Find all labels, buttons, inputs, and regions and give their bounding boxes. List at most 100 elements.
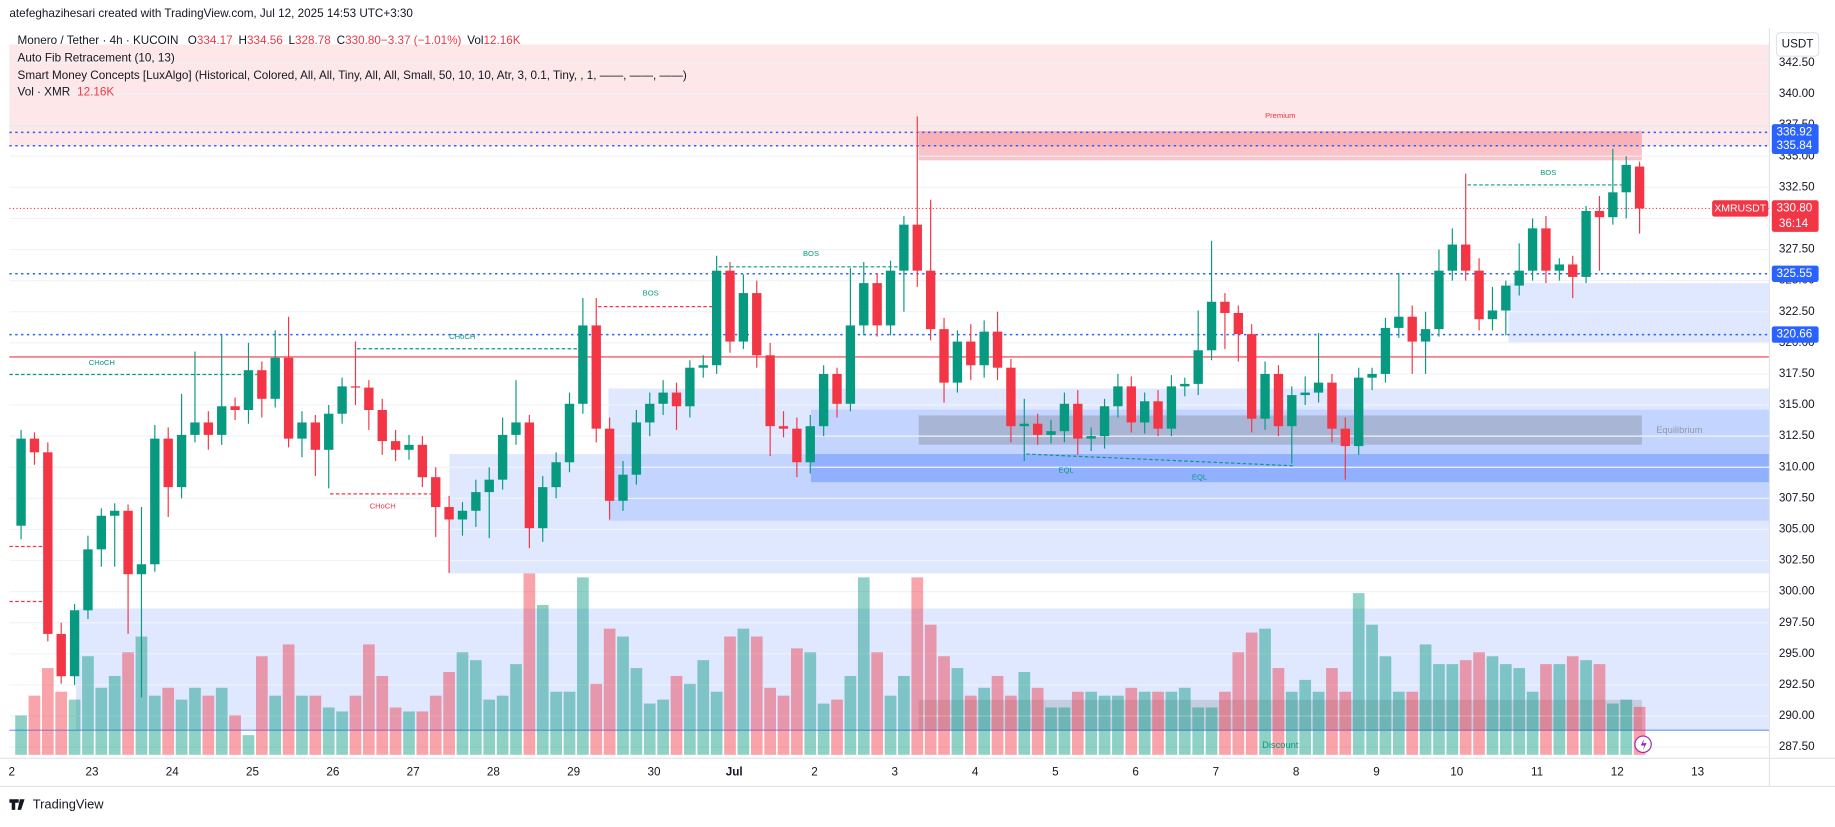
- candle-body: [671, 392, 682, 407]
- candle-body: [96, 515, 107, 550]
- candle-body: [1006, 367, 1016, 427]
- candle-body: [1032, 423, 1043, 435]
- volume-bar: [483, 699, 496, 755]
- x-tick-label: 29: [567, 765, 580, 778]
- candle-body: [136, 564, 147, 575]
- legend-value: 12.16K: [484, 34, 521, 47]
- volume-bar: [175, 699, 188, 755]
- candle-body: [1153, 401, 1163, 429]
- demand-block: [811, 454, 1770, 483]
- volume-bar: [510, 664, 522, 755]
- volume-bar: [1259, 628, 1271, 755]
- price-tag: [1771, 137, 1819, 154]
- y-tick-label: 287.50: [1779, 740, 1815, 753]
- price-tag: [1771, 265, 1819, 282]
- volume-bar: [898, 675, 910, 755]
- discount-zone: [76, 608, 1770, 731]
- annotation: CHoCH: [89, 358, 115, 367]
- price-tag: [1771, 326, 1819, 343]
- volume-bar: [643, 703, 656, 755]
- candle-body: [885, 270, 896, 326]
- candle-body: [390, 441, 401, 450]
- x-tick-label: 27: [407, 765, 420, 778]
- candle-body: [150, 438, 160, 565]
- candle-body: [1367, 373, 1377, 378]
- candle-body: [1340, 428, 1350, 447]
- candle-body: [658, 392, 668, 404]
- volume-bar: [1138, 691, 1151, 755]
- volume-bar: [817, 703, 830, 755]
- volume-bar: [282, 644, 295, 755]
- annotation: Discount: [1262, 740, 1299, 750]
- candle-body: [912, 224, 922, 271]
- volume-bar: [403, 711, 415, 755]
- candle-body: [1046, 431, 1056, 435]
- symbol-name: Monero / Tether · 4h · KUCOIN: [18, 34, 179, 47]
- volume-bar: [349, 695, 362, 755]
- candle-body: [1233, 312, 1243, 335]
- x-tick-label: 8: [1293, 765, 1300, 778]
- volume-bar: [924, 624, 937, 755]
- candle-body: [43, 452, 53, 634]
- candle-body: [899, 224, 909, 271]
- symbol-tag-label: XMRUSDT: [1714, 202, 1767, 214]
- volume-bar: [1513, 668, 1526, 755]
- discount-box: [918, 699, 1642, 731]
- volume-bar: [1433, 664, 1445, 755]
- candle-body: [524, 422, 535, 529]
- legend-value: 328.78: [295, 34, 331, 47]
- symbol-tag: [1712, 200, 1769, 217]
- candle-body: [604, 428, 615, 501]
- volume-bar: [938, 656, 950, 755]
- candle-body: [1394, 316, 1404, 328]
- x-tick-label: 7: [1213, 765, 1220, 778]
- volume-bar: [777, 695, 790, 755]
- candle-body: [966, 341, 976, 366]
- premium-zone: [9, 44, 1770, 147]
- x-tick-label: 2: [811, 765, 818, 778]
- volume-bar: [496, 695, 509, 755]
- volume-bar: [1152, 691, 1164, 755]
- candle-body: [872, 283, 882, 326]
- volume-bar: [242, 735, 255, 755]
- candle-body: [417, 444, 428, 478]
- volume-bar: [1566, 656, 1579, 755]
- candle-body: [591, 325, 601, 429]
- volume-bar: [871, 652, 884, 755]
- volume-bar: [684, 683, 696, 755]
- candle-body: [337, 386, 347, 414]
- price-tag-label: 336.92: [1776, 125, 1812, 138]
- candle-body: [1380, 327, 1391, 374]
- candle-body: [297, 422, 307, 439]
- candle-body: [1501, 285, 1511, 311]
- x-tick-label: 9: [1373, 765, 1380, 778]
- x-tick-label: 3: [892, 765, 899, 778]
- annotation: CHoCH: [370, 502, 396, 511]
- volume-bar: [1071, 691, 1084, 755]
- currency-box[interactable]: [1775, 32, 1820, 57]
- volume-bar: [964, 695, 977, 755]
- candle-body: [752, 293, 762, 356]
- candle-body: [497, 434, 508, 480]
- volume-bar: [523, 573, 536, 755]
- y-tick-label: 292.50: [1779, 678, 1815, 691]
- x-tick-label: 4: [972, 765, 979, 778]
- x-tick-label: 13: [1691, 765, 1704, 778]
- volume-bar: [670, 675, 683, 755]
- volume-bar: [269, 695, 282, 755]
- price-tag-label: 325.55: [1776, 267, 1812, 280]
- candle-body: [310, 422, 321, 450]
- candle-body: [1019, 423, 1029, 427]
- x-tick-label: 28: [487, 765, 500, 778]
- candle-body: [1300, 392, 1310, 396]
- attribution: atefeghazihesari created with TradingVie…: [9, 7, 413, 20]
- volume-bar: [1098, 695, 1111, 755]
- candle-body: [1541, 228, 1551, 271]
- x-tick-label: Jul: [726, 765, 743, 778]
- candle-body: [457, 510, 468, 520]
- volume-bar: [1459, 660, 1472, 755]
- price-tag: [1771, 124, 1819, 141]
- volume-bar: [416, 711, 429, 755]
- candle-body: [1554, 264, 1565, 271]
- candle-body: [725, 270, 735, 342]
